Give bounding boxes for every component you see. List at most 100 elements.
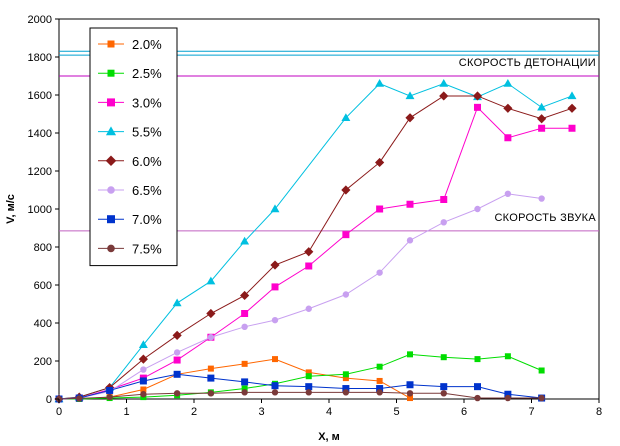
data-point: [138, 354, 148, 364]
x-tick-label: 7: [528, 406, 534, 418]
data-point: [305, 389, 312, 396]
data-point: [503, 78, 513, 87]
legend-item: 2.0%: [98, 37, 162, 52]
data-point: [538, 367, 545, 374]
data-point: [567, 103, 577, 113]
data-point: [206, 308, 216, 319]
data-point: [106, 386, 114, 394]
x-tick-label: 5: [393, 406, 399, 418]
legend-label: 7.0%: [132, 212, 162, 227]
data-point: [140, 366, 147, 373]
data-point: [270, 204, 280, 213]
data-point: [406, 381, 414, 389]
data-point: [538, 394, 545, 402]
data-point: [305, 383, 313, 391]
y-tick-label: 1600: [28, 90, 52, 102]
data-point: [76, 395, 83, 402]
y-tick-label: 1800: [28, 52, 52, 64]
series-line: [58, 373, 542, 400]
data-point: [376, 205, 384, 213]
data-point: [538, 124, 546, 132]
data-point: [241, 360, 248, 367]
data-point: [173, 356, 181, 364]
data-point: [439, 78, 449, 87]
y-tick-label: 200: [34, 356, 52, 368]
data-point: [440, 196, 448, 203]
legend-item: 7.0%: [98, 212, 162, 227]
data-point: [271, 283, 279, 291]
x-tick-label: 4: [326, 406, 332, 418]
data-point: [567, 91, 577, 100]
legend-marker: [105, 126, 117, 136]
x-tick-label: 0: [56, 406, 62, 418]
data-point: [270, 260, 280, 270]
data-point: [472, 91, 483, 101]
legend-marker: [105, 155, 117, 167]
data-point: [376, 389, 383, 396]
data-point: [240, 236, 250, 245]
data-point: [173, 390, 181, 397]
series-line: [58, 391, 542, 400]
data-point: [106, 393, 113, 401]
data-point: [405, 113, 415, 123]
data-point: [271, 382, 279, 390]
legend-label: 5.5%: [132, 125, 162, 140]
legend-marker: [107, 40, 115, 48]
data-point: [474, 103, 481, 111]
data-point: [140, 391, 147, 398]
x-tick-label: 3: [258, 406, 264, 418]
data-point: [474, 394, 481, 402]
data-point: [342, 291, 350, 298]
legend-item: 3.0%: [98, 95, 162, 110]
data-point: [271, 389, 279, 396]
data-point: [271, 316, 279, 324]
axes: 0 1 2 3 4 5 6 7 8 0 200 400 600 800 1000 1200 1400 1600 18…: [5, 14, 602, 443]
legend-label: 6.0%: [132, 154, 162, 169]
data-point: [207, 365, 214, 372]
data-point: [241, 378, 249, 386]
series-75: [55, 389, 545, 403]
series-25: [56, 351, 545, 402]
data-point: [439, 91, 449, 101]
legend-marker: [107, 244, 115, 253]
x-tick-label: 8: [596, 406, 602, 418]
data-point: [139, 377, 147, 385]
data-point: [537, 102, 547, 111]
y-tick-label: 1000: [28, 204, 52, 216]
y-axis-title: V, м/с: [5, 194, 17, 224]
data-point: [305, 262, 313, 270]
data-point: [207, 334, 215, 341]
data-point: [341, 113, 351, 121]
data-point: [305, 373, 312, 380]
y-tick-label: 1200: [28, 166, 52, 178]
data-point: [375, 78, 385, 87]
data-point: [376, 377, 383, 384]
data-point: [342, 389, 350, 396]
y-tick-label: 400: [34, 318, 52, 330]
legend-marker: [107, 186, 115, 194]
data-point: [241, 310, 249, 317]
data-point: [407, 351, 413, 358]
reference-line-label: СКОРОСТЬ ДЕТОНАЦИИ: [459, 57, 596, 69]
data-point: [173, 370, 181, 378]
data-point: [405, 91, 415, 100]
legend-label: 2.5%: [132, 66, 162, 81]
x-tick-label: 6: [461, 406, 467, 418]
series-layer: [54, 78, 577, 404]
data-point: [172, 298, 182, 307]
data-point: [304, 247, 314, 257]
data-point: [406, 200, 414, 208]
data-point: [406, 237, 414, 244]
data-point: [206, 276, 216, 285]
y-tick-label: 0: [46, 394, 52, 406]
data-point: [241, 389, 248, 396]
legend-label: 2.0%: [132, 37, 162, 52]
data-point: [503, 103, 513, 113]
legend-label: 3.0%: [132, 95, 162, 110]
x-axis-title: X, м: [318, 431, 340, 443]
reference-line-label: СКОРОСТЬ ЗВУКА: [494, 212, 596, 224]
data-point: [341, 185, 351, 195]
data-point: [440, 354, 447, 361]
data-point: [568, 124, 576, 132]
